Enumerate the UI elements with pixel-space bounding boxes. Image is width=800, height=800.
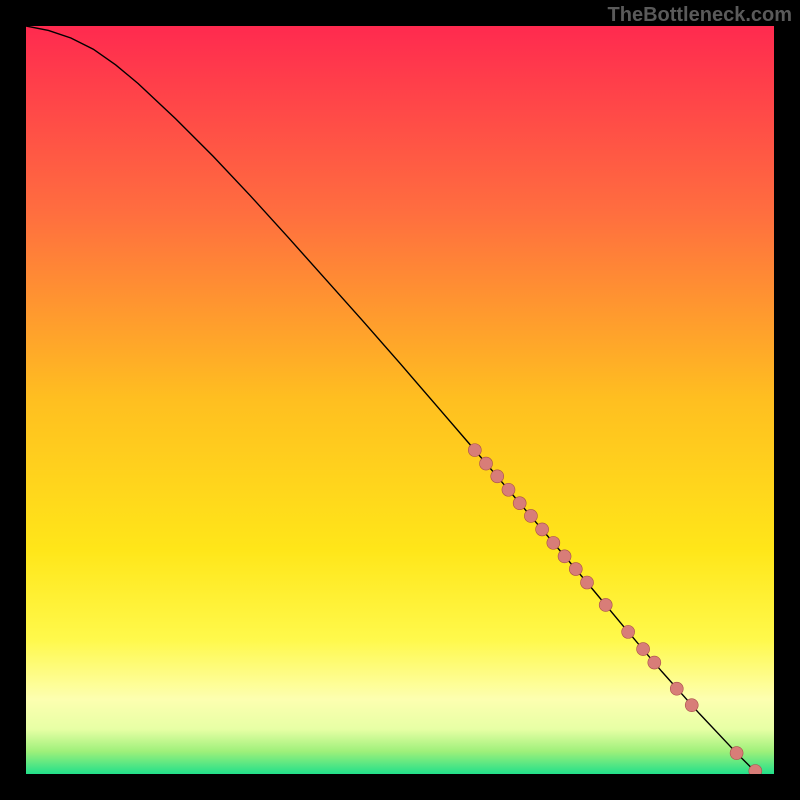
- scatter-point: [670, 682, 683, 695]
- scatter-point: [468, 444, 481, 457]
- scatter-point: [569, 563, 582, 576]
- scatter-point: [547, 536, 560, 549]
- scatter-point: [685, 699, 698, 712]
- scatter-point: [599, 598, 612, 611]
- watermark-text: TheBottleneck.com: [608, 4, 792, 27]
- scatter-point: [581, 576, 594, 589]
- chart-container: TheBottleneck.com: [0, 0, 800, 800]
- scatter-point: [513, 497, 526, 510]
- scatter-point: [648, 656, 661, 669]
- scatter-point: [730, 747, 743, 760]
- scatter-point: [637, 643, 650, 656]
- scatter-point: [558, 550, 571, 563]
- scatter-point: [480, 457, 493, 470]
- scatter-point: [524, 509, 537, 522]
- scatter-point: [491, 470, 504, 483]
- scatter-point: [536, 523, 549, 536]
- scatter-point: [749, 765, 762, 774]
- data-overlay: [26, 26, 774, 774]
- scatter-markers: [468, 444, 762, 774]
- scatter-point: [622, 625, 635, 638]
- scatter-point: [502, 483, 515, 496]
- plot-area: [26, 26, 774, 774]
